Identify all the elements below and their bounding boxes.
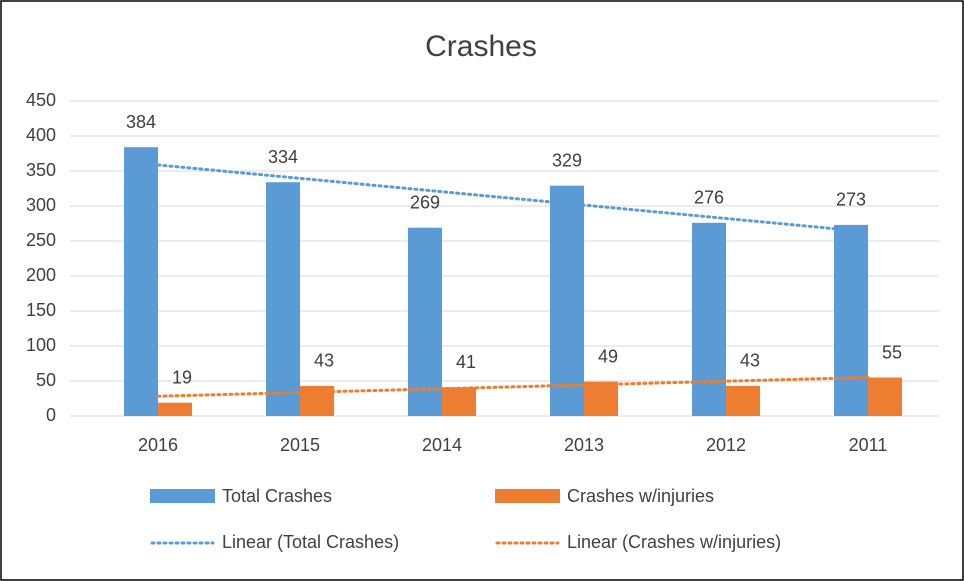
y-tick-label: 300 [26, 195, 56, 215]
y-tick-label: 450 [26, 90, 56, 110]
bar [726, 385, 760, 416]
x-tick-label: 2016 [138, 435, 178, 455]
data-label: 43 [740, 351, 760, 371]
chart-title: Crashes [425, 30, 537, 63]
y-tick-label: 150 [26, 300, 56, 320]
y-tick-label: 100 [26, 335, 56, 355]
legend-label: Total Crashes [222, 486, 332, 506]
bar [442, 387, 476, 416]
y-tick-label: 250 [26, 230, 56, 250]
legend-swatch [150, 489, 215, 503]
y-tick-label: 0 [46, 405, 56, 425]
legend-label: Linear (Crashes w/injuries) [567, 532, 781, 552]
y-tick-label: 200 [26, 265, 56, 285]
data-label: 55 [882, 342, 902, 362]
bar [266, 182, 300, 416]
bar [408, 227, 442, 416]
bar [692, 222, 726, 416]
trendline [156, 375, 870, 398]
trendline [156, 163, 870, 234]
bar [124, 147, 158, 416]
bar [300, 385, 334, 416]
bar [868, 377, 902, 416]
y-tick-label: 400 [26, 125, 56, 145]
data-label: 273 [836, 190, 866, 210]
data-label: 269 [410, 192, 440, 212]
x-tick-label: 2014 [422, 435, 462, 455]
x-tick-label: 2012 [706, 435, 746, 455]
y-tick-label: 50 [36, 370, 56, 390]
x-tick-label: 2015 [280, 435, 320, 455]
bar [158, 402, 192, 416]
data-label: 334 [268, 147, 298, 167]
data-label: 41 [456, 352, 476, 372]
data-label: 43 [314, 351, 334, 371]
data-label: 329 [552, 150, 582, 170]
y-tick-label: 350 [26, 160, 56, 180]
x-tick-label: 2013 [564, 435, 604, 455]
x-tick-label: 2011 [849, 435, 888, 455]
data-label: 384 [126, 112, 156, 132]
legend-label: Crashes w/injuries [567, 486, 714, 506]
legend-swatch [495, 489, 560, 503]
legend-label: Linear (Total Crashes) [222, 532, 399, 552]
data-label: 19 [172, 367, 192, 387]
bar [550, 185, 584, 416]
bar [834, 224, 868, 416]
bar [584, 381, 618, 416]
data-label: 276 [694, 188, 724, 208]
data-label: 49 [598, 346, 618, 366]
